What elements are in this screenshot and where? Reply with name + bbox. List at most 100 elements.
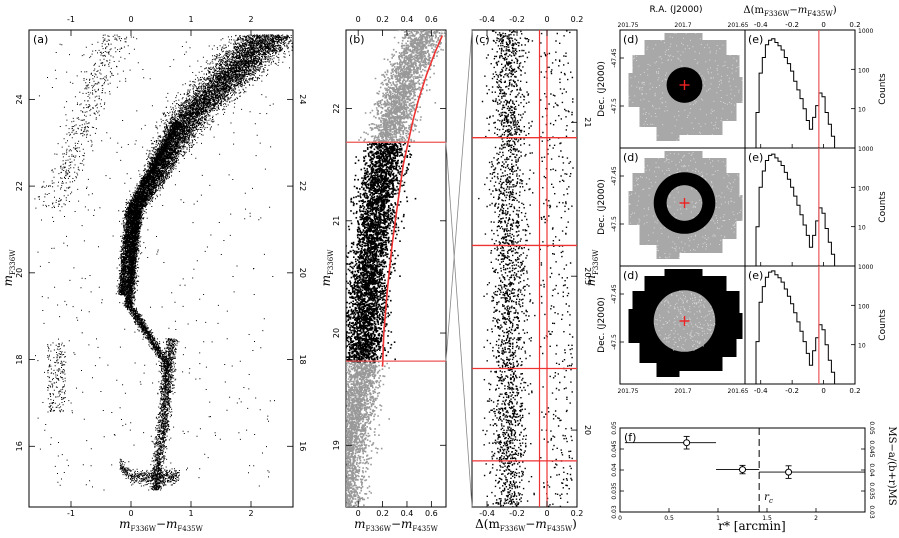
panel-f: 0 0.5 1 1.5 2 0.03 0.03 0.035 0.035 0.04 0.04 0.045… — [611, 421, 875, 522]
panel-f-rtick: 0.04 — [868, 463, 875, 477]
panel-a-label: (a) — [33, 33, 48, 46]
panel-c-frame — [471, 29, 578, 508]
panel-a-stars — [34, 34, 293, 491]
panel-d-label: (d) — [623, 33, 639, 46]
panel-b-frame — [345, 29, 447, 508]
data-point-1 — [739, 466, 746, 474]
panel-d-label: (d) — [623, 151, 639, 164]
panel-f-xtick: 2 — [814, 515, 818, 522]
axis-ticks: -1 0 1 2 -1 0 1 2 16 18 20 22 24 16 18 20 22 24 0 0.2 0.4 0.6… — [15, 15, 592, 518]
panel-c-toptick: -0.2 — [509, 15, 525, 24]
panel-b-toptick: 0 — [356, 15, 361, 24]
panel-a-toptick: 1 — [188, 15, 193, 24]
histogram — [749, 153, 841, 267]
panel-d-top-xtick: 201.7 — [674, 22, 691, 29]
panel-e-frame — [744, 29, 856, 149]
panel-f-ylabel: MS−a/(b+r)MS — [886, 426, 897, 505]
panel-f-rtick: 0.035 — [868, 482, 875, 499]
panel-b-xtick: 0.4 — [401, 509, 414, 518]
panel-b-label: (b) — [349, 33, 365, 46]
panel-a-rtick: 20 — [298, 268, 307, 278]
panel-e-bottom-xtick: -0.4 — [754, 387, 768, 395]
rc-label: rc — [764, 492, 773, 505]
panel-a-frame — [28, 29, 294, 508]
panel-e-ytick: 10 — [858, 343, 866, 350]
panel-c-xtick: 0 — [544, 509, 549, 518]
panel-e-label: (e) — [748, 151, 763, 164]
panel-b-toptick: 0.6 — [425, 15, 438, 24]
panel-f-rtick: 0.045 — [868, 440, 875, 457]
panel-b-ytick: 19 — [332, 440, 341, 450]
panel-f-ytick: 0.03 — [611, 505, 618, 519]
panel-e-ytick: 100 — [858, 185, 870, 192]
selected-region — [653, 172, 716, 234]
panel-b-grey-stars — [346, 30, 446, 507]
panel-a-ylabel: mF336W — [1, 249, 17, 287]
panel-a-xtick: 0 — [128, 509, 133, 518]
panel-e-top-label: Δ(mF336W−mF435W) — [743, 5, 836, 18]
panel-de-row-2: (d) -47.45 -47.5 Dec. (J2000) (e) 10 100 1000 Co… — [597, 264, 888, 385]
panel-e-ylabel: Counts — [878, 309, 888, 341]
panel-e-ytick: 10 — [858, 107, 866, 114]
panel-d-top-xtick: 201.65 — [728, 22, 749, 29]
panel-d-ytick: -47.45 — [611, 284, 618, 304]
panel-d-top-xtick: 201.75 — [618, 22, 639, 29]
panel-a-xtick: -1 — [67, 509, 75, 518]
panel-c-toptick: -0.4 — [479, 15, 495, 24]
panel-c-xtick: 0.2 — [571, 509, 584, 518]
panel-b-ylabel: mF336W — [319, 249, 335, 287]
panel-e-top-xtick: 0.2 — [849, 21, 860, 29]
panel-de-row-0: (d) -47.45 -47.5 Dec. (J2000) (e) 10 100 1000 Co… — [597, 28, 888, 149]
panel-e-ytick: 100 — [858, 67, 870, 74]
panel-f-ytick: 0.045 — [611, 440, 618, 457]
panel-a-ytick: 20 — [15, 268, 24, 278]
panel-d-ytick: -47.5 — [611, 98, 618, 114]
panel-d-label: (d) — [623, 269, 639, 282]
panel-a-xtick: 2 — [248, 509, 253, 518]
panel-f-xtick: 1.5 — [762, 515, 772, 522]
panel-a-toptick: 0 — [128, 15, 133, 24]
panel-a-ytick: 24 — [15, 94, 24, 104]
panel-f-xlabel: r* [arcmin] — [718, 519, 785, 533]
panel-de-row-1: (d) -47.45 -47.5 Dec. (J2000) (e) 10 100 1000 Co… — [597, 146, 888, 267]
overlay-annotations — [445, 29, 473, 508]
panel-b-xtick: 0.2 — [376, 509, 389, 518]
panel-e-top-xtick: 0 — [821, 21, 825, 29]
panel-c-xlabel: Δ(mF336W−mF435W) — [475, 517, 577, 533]
panel-d-ylabel: Dec. (J2000) — [597, 179, 607, 235]
panel-c-xtick: -0.2 — [509, 509, 525, 518]
panel-e-bottom-xtick: 0.2 — [849, 387, 860, 395]
panel-e-top-xtick: -0.2 — [785, 21, 799, 29]
panel-e-ylabel: Counts — [878, 191, 888, 223]
panel-d-ytick: -47.45 — [611, 166, 618, 186]
connector-top — [445, 29, 473, 362]
data-point-2 — [785, 468, 793, 476]
panel-e-label: (e) — [748, 269, 763, 282]
panel-f-rtick: 0.05 — [868, 421, 875, 435]
panel-a-rtick: 18 — [298, 354, 307, 364]
panel-c-toptick: 0.2 — [571, 15, 584, 24]
panel-c-label: (c) — [475, 33, 490, 46]
panel-c-points — [472, 30, 577, 507]
panel-d-ytick: -47.5 — [611, 216, 618, 232]
panel-d-footprint — [628, 33, 743, 141]
panel-a-rtick: 22 — [298, 181, 307, 191]
panel-a-rtick: 24 — [298, 94, 307, 104]
panel-e-ytick: 1000 — [858, 28, 873, 35]
panel-f-label: (f) — [624, 431, 636, 444]
panel-d-bottom-xtick: 201.75 — [618, 388, 639, 395]
panel-e-frame — [744, 265, 856, 385]
panel-a-toptick: -1 — [67, 15, 75, 24]
panel-a-toptick: 2 — [248, 15, 253, 24]
panel-b-toptick: 0.2 — [376, 15, 389, 24]
panel-a-ytick: 16 — [15, 441, 24, 451]
panel-a-xlabel: mF336W−mF435W — [119, 517, 203, 533]
panel-f-xtick: 0.5 — [664, 515, 674, 522]
panel-a-ytick: 18 — [15, 354, 24, 364]
panel-c-rtick: 20 — [583, 425, 592, 435]
data-point-0 — [683, 439, 691, 447]
panel-d-bottom-xtick: 201.65 — [728, 388, 749, 395]
panel-f-xtick: 0 — [618, 515, 622, 522]
